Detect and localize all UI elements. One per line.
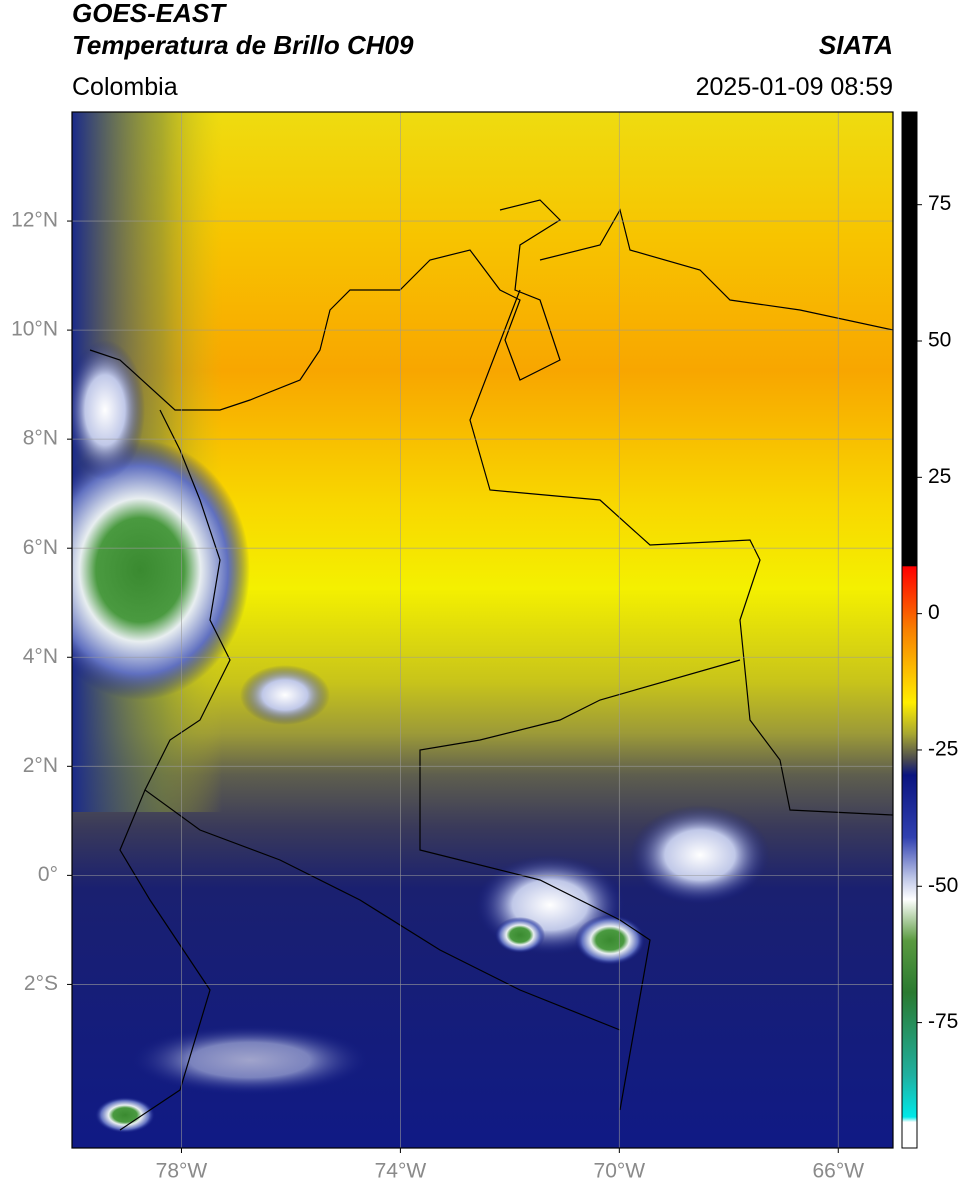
coastline (89, 199, 561, 411)
y-tick-label: 0° (38, 863, 58, 886)
satellite-title: GOES-EAST (72, 0, 227, 28)
graticule (72, 112, 893, 1148)
x-tick-label: 66°W (812, 1160, 864, 1183)
colorbar-tick-label: -25 (928, 738, 958, 761)
y-tick-label: 2°N (23, 754, 58, 777)
colorbar-tick-label: 75 (928, 192, 951, 215)
datetime-label: 2025-01-09 08:59 (696, 73, 893, 101)
colorbar-tick-label: 50 (928, 329, 951, 352)
satellite-image (72, 112, 893, 1148)
national-border (144, 409, 621, 1031)
source-label: SIATA (819, 30, 893, 60)
colorbar-tick-label: -75 (928, 1010, 958, 1033)
y-tick-label: 4°N (23, 645, 58, 668)
y-tick-label: 6°N (23, 536, 58, 559)
y-tick-label: 8°N (23, 427, 58, 450)
colorbar-tick-label: 0 (928, 601, 940, 624)
national-border (119, 789, 211, 1131)
y-tick-label: 10°N (11, 318, 58, 341)
colorbar-tick-label: -50 (928, 874, 958, 897)
coastline (539, 208, 893, 331)
region-label: Colombia (72, 73, 178, 101)
product-title: Temperatura de Brillo CH09 (72, 30, 414, 60)
y-tick-label: 12°N (11, 209, 58, 232)
colorbar-tick-label: 25 (928, 465, 951, 488)
y-tick-label: 2°S (24, 972, 58, 995)
x-tick-label: 78°W (156, 1160, 208, 1183)
map-frame (71, 111, 894, 1149)
x-tick-label: 70°W (594, 1160, 646, 1183)
x-tick-label: 74°W (375, 1160, 427, 1183)
colorbar (901, 111, 918, 1149)
national-border (469, 289, 893, 816)
national-border (419, 659, 741, 1111)
